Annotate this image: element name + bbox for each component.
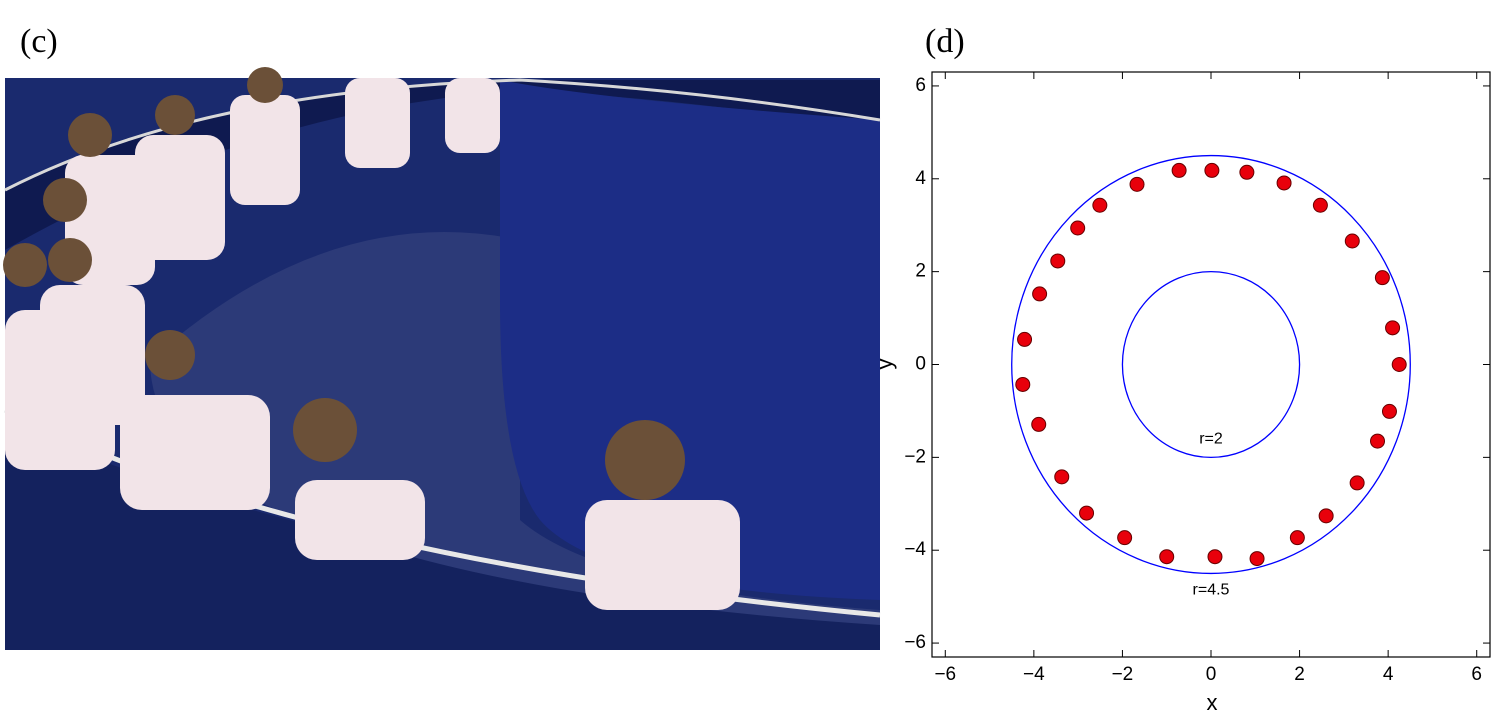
pedestrian-point [1117,530,1133,546]
y-tick-label: −4 [904,539,926,560]
pedestrian-point [1249,551,1265,567]
pedestrian-point [1031,416,1047,432]
y-tick-label: −6 [904,632,926,653]
x-tick-label: 6 [1471,664,1482,685]
panel-label: (d) [925,23,965,60]
pedestrian-point [1318,508,1334,524]
reference-circle [1121,270,1301,459]
pedestrian-point [1079,505,1095,521]
y-axis-label: y [872,359,897,370]
pedestrian-point [1159,549,1175,565]
pedestrian-point [1070,220,1086,236]
pedestrian-point [1207,549,1223,565]
pedestrian-point [1349,475,1365,491]
pedestrian-point [1092,197,1108,213]
y-tick-label: 6 [915,75,926,96]
pedestrian-point [1381,403,1397,419]
pedestrian-point [1129,176,1145,192]
reference-circle [1011,154,1411,575]
circle-label: r=4.5 [1193,582,1230,599]
x-tick-label: −4 [1023,664,1045,685]
pedestrian-point [1391,357,1407,372]
x-tick-label: 4 [1383,664,1394,685]
pedestrian-point [1289,530,1305,546]
pedestrian-point [1370,433,1386,449]
pedestrian-point [1171,162,1187,178]
pedestrian-point [1312,197,1328,213]
x-tick-label: 2 [1294,664,1305,685]
pedestrian-point [1344,233,1360,249]
x-tick-label: 0 [1206,664,1217,685]
pedestrian-point [1374,270,1390,286]
pedestrian-point [1276,175,1292,191]
photo [3,67,881,650]
circle-label: r=2 [1199,431,1223,448]
pedestrian-point [1017,331,1033,347]
y-tick-label: 4 [915,168,926,189]
x-axis-label: x [1207,690,1218,715]
y-tick-label: 2 [915,261,926,282]
pedestrian-point [1385,320,1401,336]
pedestrian-point [1239,164,1255,180]
pedestrian-point [1015,376,1031,392]
pedestrian-point [1054,469,1070,485]
x-tick-label: −6 [934,664,956,685]
pedestrian-point [1204,162,1220,178]
y-tick-label: −2 [904,446,926,467]
x-tick-label: −2 [1112,664,1134,685]
pedestrian-point [1050,253,1066,269]
pedestrian-point [1032,286,1048,302]
panel-label: (c) [20,23,58,60]
y-tick-label: 0 [915,354,926,375]
